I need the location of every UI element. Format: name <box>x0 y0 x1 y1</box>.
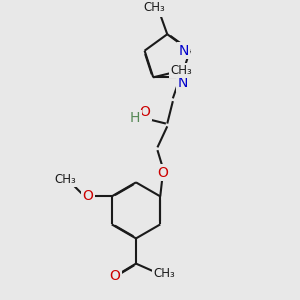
Text: O: O <box>82 189 93 203</box>
Text: CH₃: CH₃ <box>153 267 175 280</box>
Text: O: O <box>140 105 150 119</box>
Text: N: N <box>178 44 189 58</box>
Text: N: N <box>178 76 188 91</box>
Text: CH₃: CH₃ <box>144 1 166 14</box>
Text: H: H <box>130 111 140 125</box>
Text: CH₃: CH₃ <box>170 64 192 77</box>
Text: O: O <box>110 269 120 283</box>
Text: CH₃: CH₃ <box>55 173 76 186</box>
Text: O: O <box>158 166 169 180</box>
